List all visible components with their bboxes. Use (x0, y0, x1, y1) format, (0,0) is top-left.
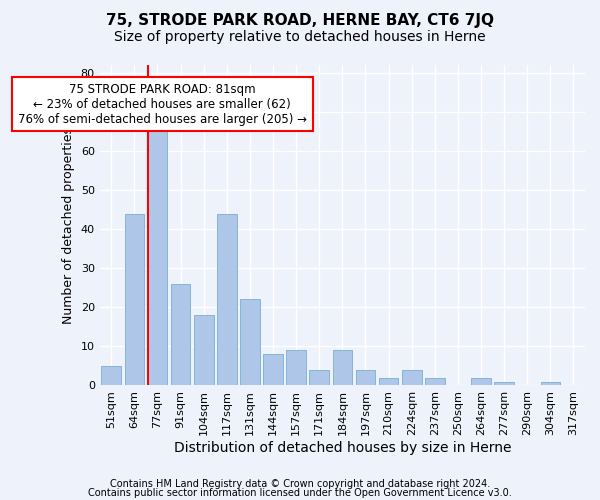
Bar (541, 382, 560, 386)
Bar (471, 378, 491, 386)
Bar (402, 370, 422, 386)
Bar (425, 378, 445, 386)
X-axis label: Distribution of detached houses by size in Herne: Distribution of detached houses by size … (173, 441, 511, 455)
Bar (379, 378, 398, 386)
Bar (217, 214, 236, 386)
Text: Contains public sector information licensed under the Open Government Licence v3: Contains public sector information licen… (88, 488, 512, 498)
Bar (148, 132, 167, 386)
Bar (240, 300, 260, 386)
Bar (194, 315, 214, 386)
Bar (356, 370, 375, 386)
Bar (494, 382, 514, 386)
Y-axis label: Number of detached properties: Number of detached properties (62, 126, 75, 324)
Text: 75 STRODE PARK ROAD: 81sqm
← 23% of detached houses are smaller (62)
76% of semi: 75 STRODE PARK ROAD: 81sqm ← 23% of deta… (17, 82, 307, 126)
Text: Contains HM Land Registry data © Crown copyright and database right 2024.: Contains HM Land Registry data © Crown c… (110, 479, 490, 489)
Bar (286, 350, 306, 386)
Text: 75, STRODE PARK ROAD, HERNE BAY, CT6 7JQ: 75, STRODE PARK ROAD, HERNE BAY, CT6 7JQ (106, 12, 494, 28)
Bar (125, 214, 144, 386)
Bar (332, 350, 352, 386)
Bar (171, 284, 190, 386)
Bar (263, 354, 283, 386)
Bar (310, 370, 329, 386)
Bar (101, 366, 121, 386)
Text: Size of property relative to detached houses in Herne: Size of property relative to detached ho… (114, 30, 486, 44)
